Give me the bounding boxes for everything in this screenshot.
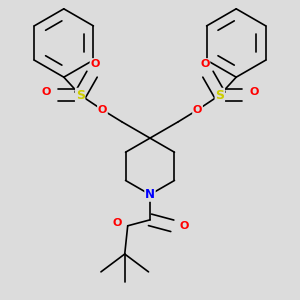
Text: O: O [90,59,100,69]
Text: S: S [215,88,224,101]
Text: N: N [145,188,155,201]
Text: S: S [76,88,85,101]
Text: O: O [200,59,210,69]
Text: O: O [112,218,122,228]
Text: O: O [193,105,202,115]
Text: O: O [249,87,259,97]
Text: O: O [41,87,51,97]
Text: O: O [98,105,107,115]
Text: O: O [179,221,189,231]
